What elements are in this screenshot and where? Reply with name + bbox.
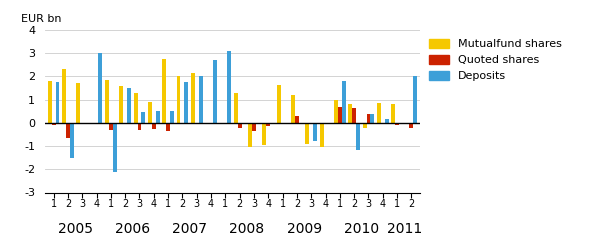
Bar	[142, 112, 145, 123]
Bar	[262, 123, 266, 145]
Bar	[352, 108, 356, 123]
Bar	[313, 123, 317, 142]
Bar	[105, 80, 109, 123]
Text: EUR bn: EUR bn	[20, 14, 61, 24]
Bar	[342, 81, 346, 123]
Bar	[62, 70, 66, 123]
Bar	[370, 114, 374, 123]
Bar	[385, 120, 389, 123]
Bar	[66, 123, 70, 138]
Bar	[234, 93, 238, 123]
Bar	[184, 82, 188, 123]
Bar	[291, 95, 295, 123]
Bar	[162, 59, 166, 123]
Bar	[338, 106, 342, 123]
Bar	[48, 81, 52, 123]
Bar	[248, 123, 252, 147]
Bar	[134, 93, 137, 123]
Bar	[356, 123, 360, 150]
Bar	[213, 60, 217, 123]
Bar	[56, 82, 59, 123]
Bar	[252, 123, 256, 131]
Bar	[176, 76, 181, 123]
Bar	[238, 123, 242, 128]
Bar	[191, 73, 195, 123]
Bar	[170, 111, 174, 123]
Bar	[305, 123, 309, 144]
Bar	[166, 123, 170, 131]
Bar	[266, 123, 270, 126]
Bar	[119, 86, 123, 123]
Bar	[76, 84, 80, 123]
Bar	[362, 123, 367, 128]
Bar	[70, 123, 74, 158]
Bar	[109, 123, 113, 130]
Bar	[391, 104, 395, 123]
Bar	[334, 100, 338, 123]
Bar	[413, 76, 417, 123]
Bar	[227, 51, 231, 123]
Bar	[127, 88, 131, 123]
Legend: Mutualfund shares, Quoted shares, Deposits: Mutualfund shares, Quoted shares, Deposi…	[430, 39, 562, 81]
Bar	[295, 116, 299, 123]
Bar	[320, 123, 323, 147]
Bar	[395, 123, 399, 125]
Bar	[377, 103, 381, 123]
Bar	[98, 53, 103, 123]
Bar	[409, 123, 413, 128]
Bar	[113, 123, 116, 172]
Bar	[277, 84, 281, 123]
Bar	[152, 123, 156, 129]
Bar	[137, 123, 142, 130]
Bar	[367, 114, 370, 123]
Bar	[156, 111, 160, 123]
Bar	[199, 76, 203, 123]
Bar	[52, 123, 56, 125]
Bar	[148, 102, 152, 123]
Bar	[349, 104, 352, 123]
